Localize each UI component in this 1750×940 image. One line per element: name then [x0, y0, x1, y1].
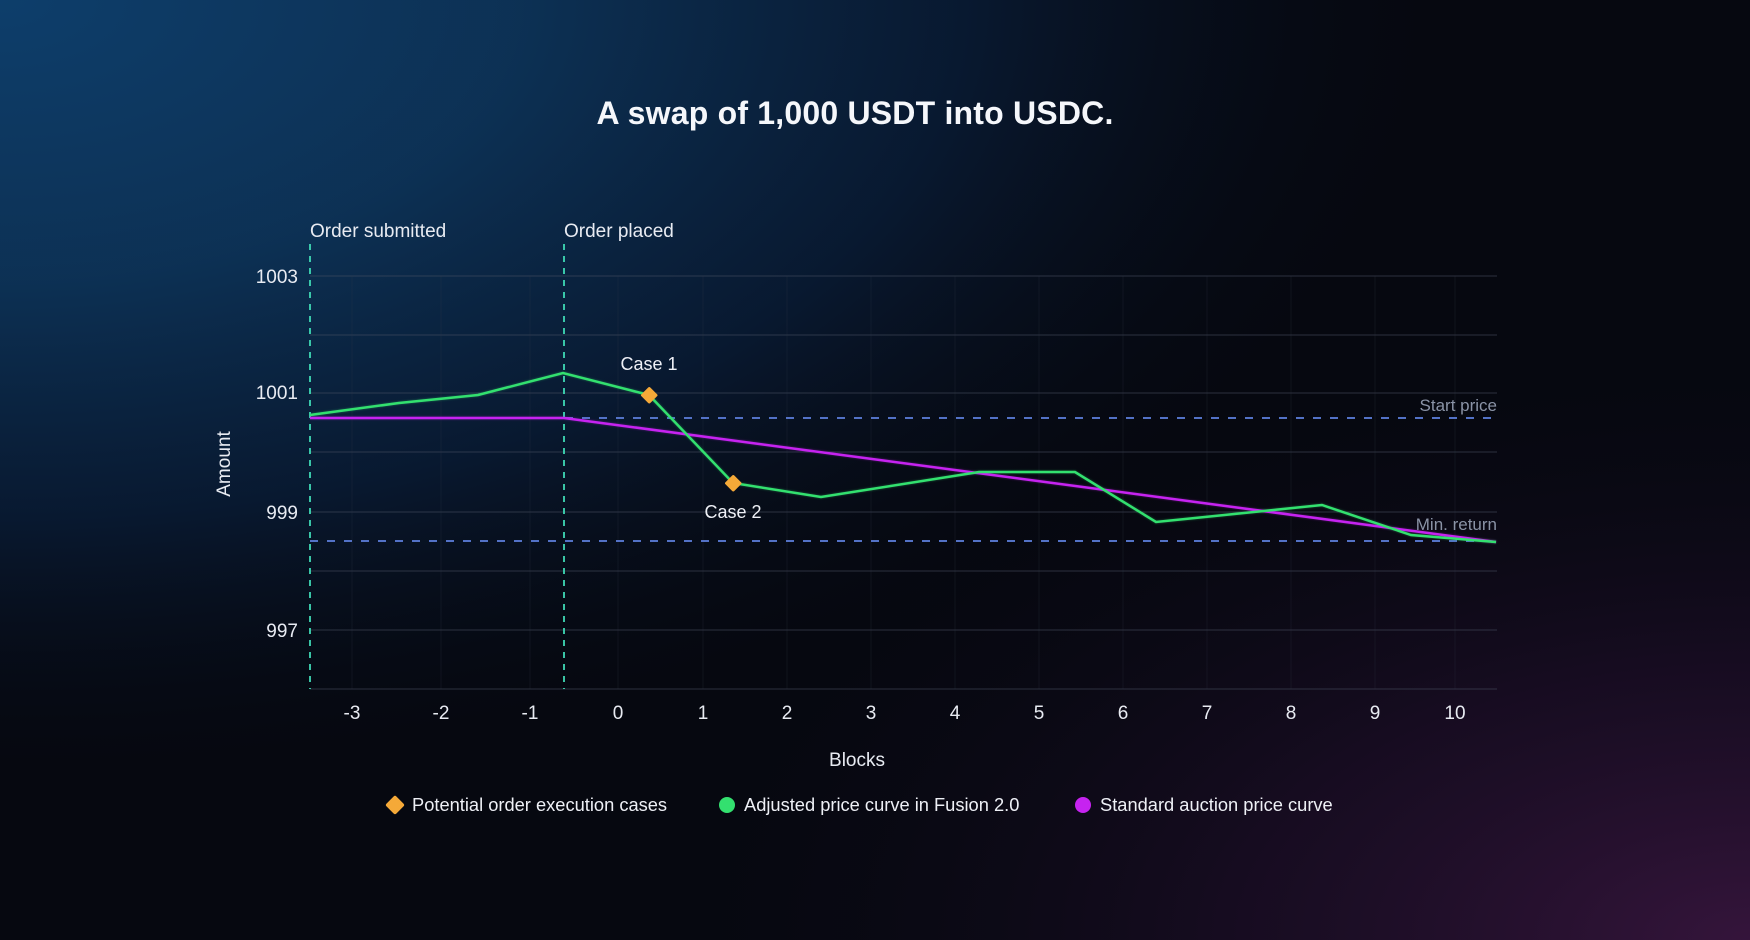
svg-text:Case 1: Case 1 — [620, 354, 677, 374]
svg-text:Order submitted: Order submitted — [310, 221, 446, 242]
svg-text:Blocks: Blocks — [829, 750, 885, 771]
svg-text:0: 0 — [613, 703, 624, 724]
svg-text:999: 999 — [266, 503, 298, 524]
svg-text:Standard auction price curve: Standard auction price curve — [1100, 794, 1333, 815]
svg-text:8: 8 — [1286, 703, 1297, 724]
svg-text:1003: 1003 — [256, 267, 298, 288]
svg-text:-3: -3 — [344, 703, 361, 724]
svg-text:Min. return: Min. return — [1416, 515, 1497, 534]
svg-text:2: 2 — [782, 703, 793, 724]
svg-text:-2: -2 — [433, 703, 450, 724]
svg-text:Case 2: Case 2 — [704, 502, 761, 522]
svg-text:Order placed: Order placed — [564, 221, 674, 242]
svg-text:7: 7 — [1202, 703, 1213, 724]
svg-text:1001: 1001 — [256, 383, 298, 404]
svg-text:-1: -1 — [522, 703, 539, 724]
svg-text:Adjusted price curve in Fusion: Adjusted price curve in Fusion 2.0 — [744, 794, 1019, 815]
svg-text:3: 3 — [866, 703, 877, 724]
svg-text:Start price: Start price — [1420, 396, 1497, 415]
svg-text:1: 1 — [698, 703, 709, 724]
svg-text:Amount: Amount — [214, 431, 235, 497]
svg-text:5: 5 — [1034, 703, 1045, 724]
svg-text:Potential order execution case: Potential order execution cases — [412, 794, 667, 815]
svg-text:6: 6 — [1118, 703, 1129, 724]
svg-text:997: 997 — [266, 621, 298, 642]
svg-text:10: 10 — [1444, 703, 1465, 724]
svg-text:4: 4 — [950, 703, 961, 724]
svg-text:9: 9 — [1370, 703, 1381, 724]
